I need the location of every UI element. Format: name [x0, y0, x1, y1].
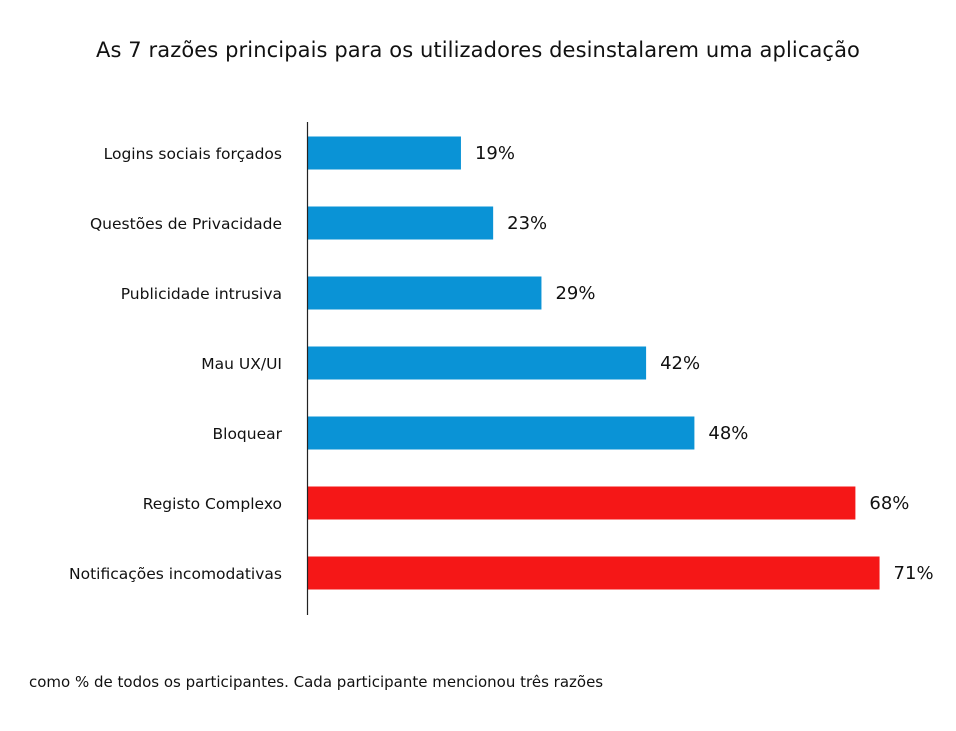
- value-label-questoes-de-privacidade: 23%: [507, 213, 547, 234]
- bar-notificacoes-incomodativas: [308, 556, 880, 590]
- value-label-publicidade-intrusiva: 29%: [555, 283, 595, 304]
- category-label-mau-ux-ui: Mau UX/UI: [201, 355, 282, 373]
- bar-registo-complexo: [308, 486, 856, 520]
- value-label-registo-complexo: 68%: [869, 493, 909, 514]
- chart-footnote: como % de todos os participantes. Cada p…: [29, 673, 604, 691]
- bar-mau-ux-ui: [308, 346, 647, 380]
- value-label-mau-ux-ui: 42%: [660, 353, 700, 374]
- bar-publicidade-intrusiva: [308, 276, 542, 310]
- category-label-bloquear: Bloquear: [213, 425, 283, 443]
- category-label-registo-complexo: Registo Complexo: [143, 495, 282, 513]
- bar-questoes-de-privacidade: [308, 206, 494, 240]
- bar-bloquear: [308, 416, 695, 450]
- bar-logins-sociais-forcados: [308, 136, 461, 170]
- value-label-logins-sociais-forcados: 19%: [475, 143, 515, 164]
- category-label-questoes-de-privacidade: Questões de Privacidade: [90, 215, 282, 233]
- category-label-logins-sociais-forcados: Logins sociais forçados: [104, 145, 282, 163]
- chart-title: As 7 razões principais para os utilizado…: [96, 38, 860, 62]
- value-label-notificacoes-incomodativas: 71%: [894, 563, 934, 584]
- bars-layer: Logins sociais forçados 19% Questões de Pr…: [69, 136, 934, 590]
- category-label-notificacoes-incomodativas: Notificações incomodativas: [69, 565, 282, 583]
- category-label-publicidade-intrusiva: Publicidade intrusiva: [121, 285, 282, 303]
- value-label-bloquear: 48%: [708, 423, 748, 444]
